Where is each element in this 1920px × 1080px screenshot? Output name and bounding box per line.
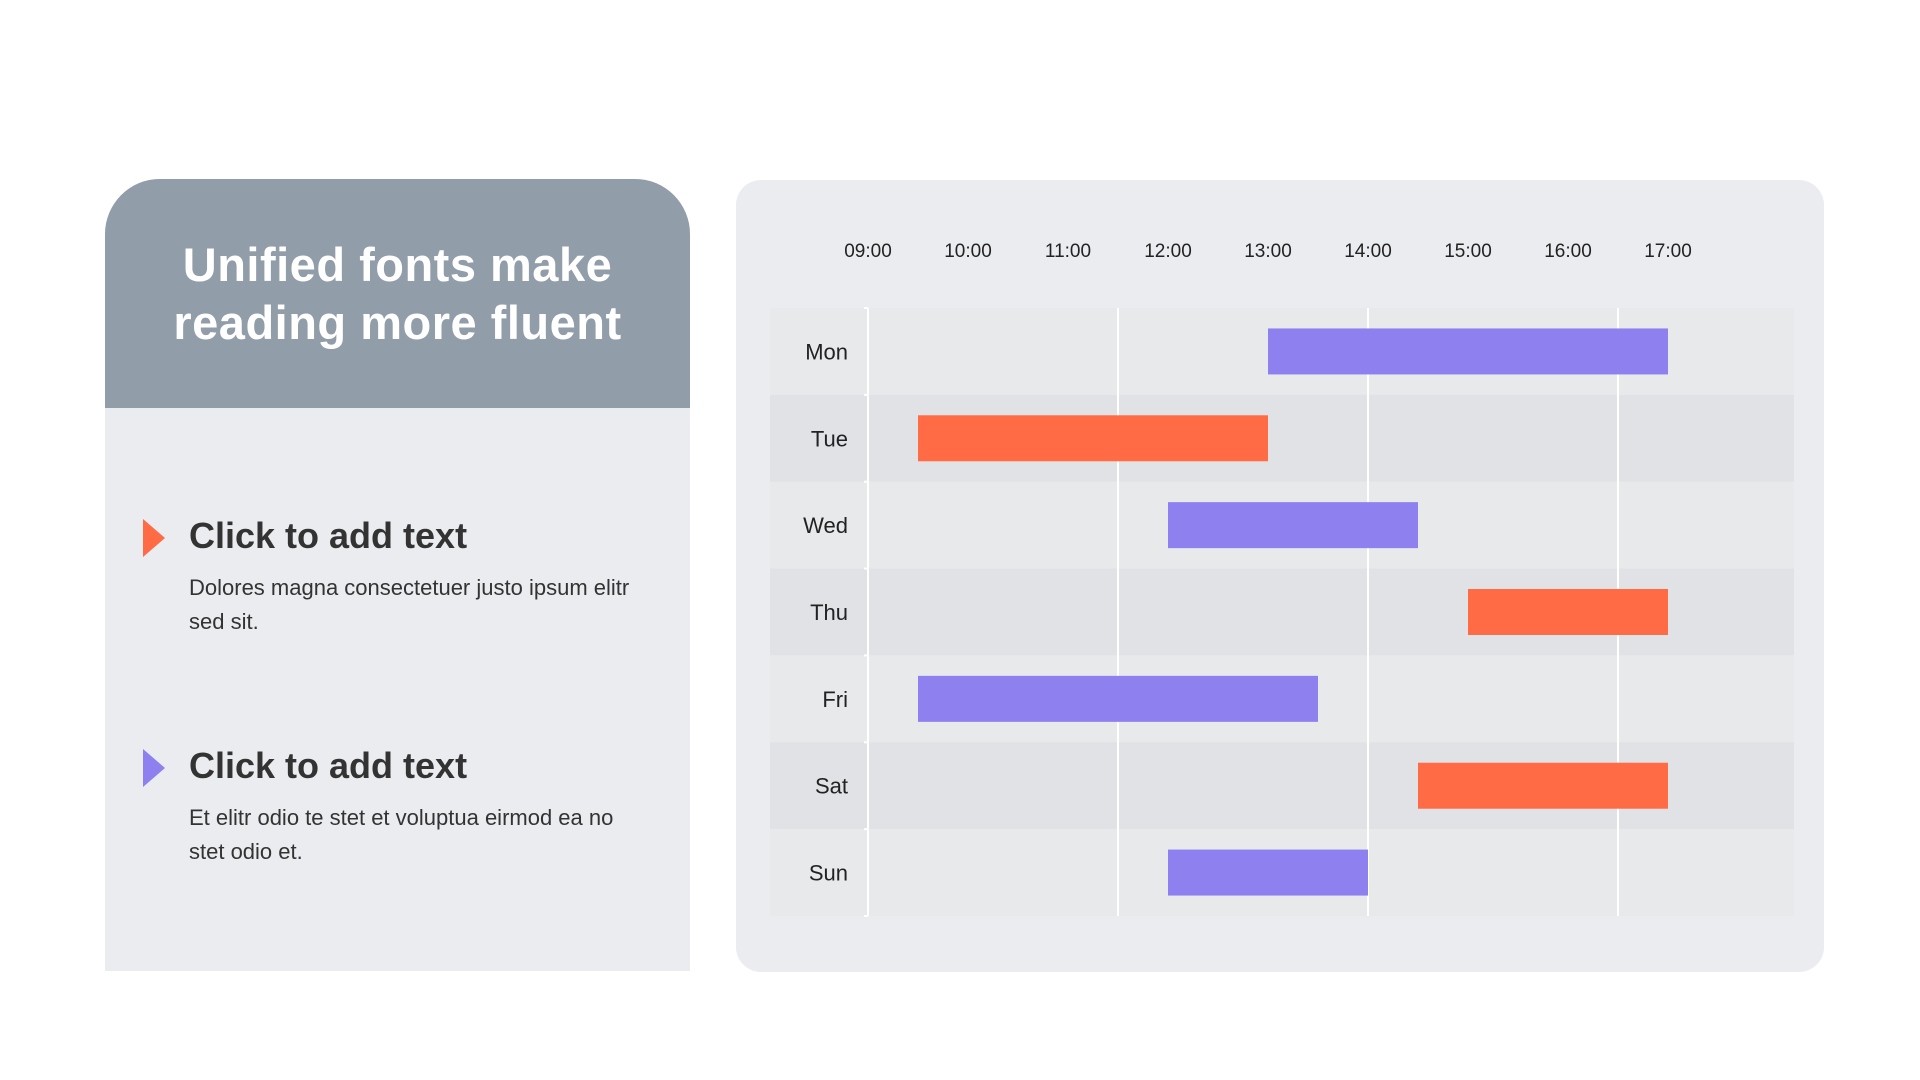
chart-panel: 09:00 10:00 11:00 12:00 13:00 14:00 15:00 16:00… [736, 180, 1824, 972]
x-tick-label: 16:00 [1544, 241, 1592, 262]
day-label: Wed [803, 513, 848, 538]
play-arrow-icon [143, 519, 165, 557]
x-tick-label: 10:00 [944, 241, 992, 262]
day-label: Mon [805, 339, 848, 364]
bullet-body[interactable]: Et elitr odio te stet et voluptua eirmod… [189, 805, 614, 864]
gantt-bar-mon [1268, 328, 1668, 375]
day-label: Sat [815, 774, 848, 799]
x-tick-label: 14:00 [1344, 241, 1392, 262]
bullet-heading[interactable]: Click to add text [189, 745, 468, 786]
day-label: Tue [811, 426, 848, 451]
x-tick-label: 09:00 [844, 241, 892, 262]
gantt-bar-thu [1468, 589, 1668, 635]
x-tick-label: 11:00 [1045, 241, 1091, 262]
bullet-body[interactable]: Dolores magna consectetuer justo ipsum e… [189, 575, 630, 634]
gantt-bar-tue [918, 415, 1268, 462]
slide-title: Unified fonts make reading more fluent [173, 237, 622, 349]
day-label: Fri [822, 687, 848, 712]
x-tick-label: 17:00 [1644, 241, 1692, 262]
gantt-bar-sun [1168, 849, 1368, 896]
gantt-bar-wed [1168, 502, 1418, 549]
x-tick-label: 15:00 [1444, 241, 1492, 262]
gantt-bar-sat [1418, 762, 1668, 809]
play-arrow-icon [143, 749, 165, 787]
day-label: Sun [809, 861, 848, 886]
gantt-bar-fri [918, 675, 1318, 722]
x-tick-label: 13:00 [1244, 241, 1292, 262]
bullet-heading[interactable]: Click to add text [189, 515, 468, 556]
day-label: Thu [810, 600, 848, 625]
info-panel-header: Unified fonts make reading more fluent [105, 179, 690, 408]
gantt-chart: 09:00 10:00 11:00 12:00 13:00 14:00 15:00 16:00… [770, 241, 1794, 917]
info-panel: Unified fonts make reading more fluent C… [105, 179, 690, 971]
x-tick-label: 12:00 [1144, 241, 1192, 262]
